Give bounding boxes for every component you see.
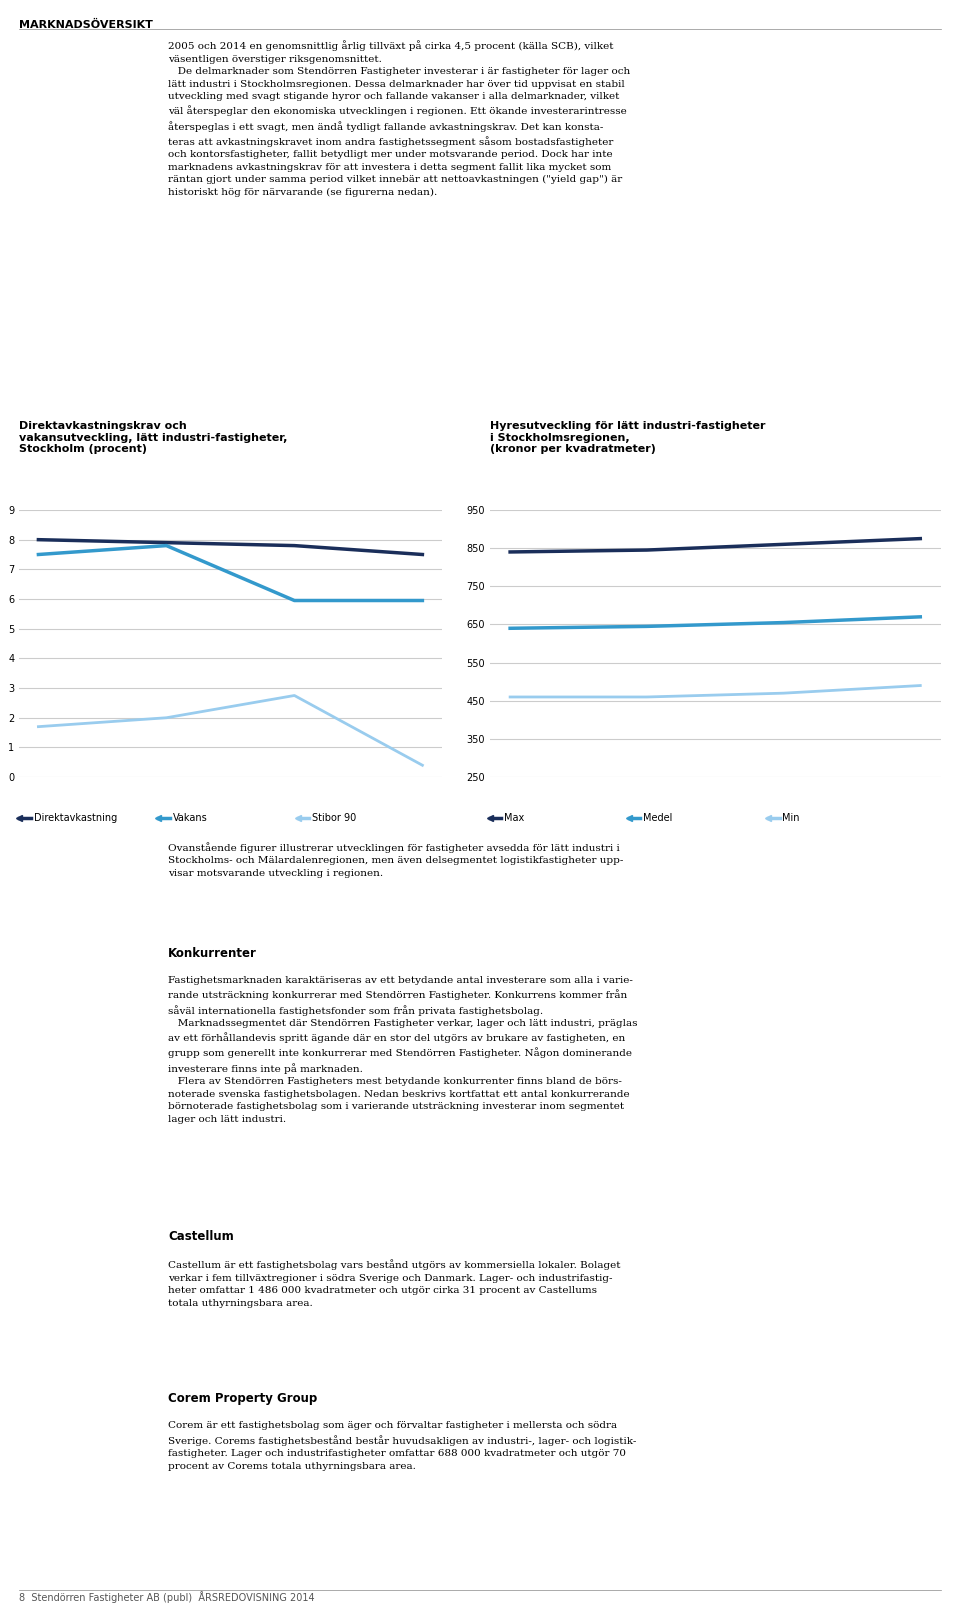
Text: Konkurrenter: Konkurrenter bbox=[168, 947, 257, 960]
Text: Stibor 90: Stibor 90 bbox=[312, 813, 356, 822]
Text: Castellum är ett fastighetsbolag vars bestånd utgörs av kommersiella lokaler. Bo: Castellum är ett fastighetsbolag vars be… bbox=[168, 1260, 620, 1308]
Text: Direktavkastning: Direktavkastning bbox=[34, 813, 117, 822]
Text: Medel: Medel bbox=[643, 813, 673, 822]
Text: Direktavkastningskrav och
vakansutveckling, lätt industri-fastigheter,
Stockholm: Direktavkastningskrav och vakansutveckli… bbox=[19, 421, 288, 455]
Text: Max: Max bbox=[504, 813, 524, 822]
Text: Vakans: Vakans bbox=[173, 813, 207, 822]
Text: 2005 och 2014 en genomsnittlig årlig tillväxt på cirka 4,5 procent (källa SCB), : 2005 och 2014 en genomsnittlig årlig til… bbox=[168, 40, 631, 198]
Text: Corem är ett fastighetsbolag som äger och förvaltar fastigheter i mellersta och : Corem är ett fastighetsbolag som äger oc… bbox=[168, 1421, 636, 1470]
Text: MARKNADSÖVERSIKT: MARKNADSÖVERSIKT bbox=[19, 19, 153, 29]
Text: Hyresutveckling för lätt industri-fastigheter
i Stockholmsregionen,
(kronor per : Hyresutveckling för lätt industri-fastig… bbox=[490, 421, 765, 455]
Text: 8  Stendörren Fastigheter AB (publ)  ÅRSREDOVISNING 2014: 8 Stendörren Fastigheter AB (publ) ÅRSRE… bbox=[19, 1591, 315, 1603]
Text: Castellum: Castellum bbox=[168, 1230, 233, 1243]
Text: Corem Property Group: Corem Property Group bbox=[168, 1392, 317, 1405]
Text: Ovanstående figurer illustrerar utvecklingen för fastigheter avsedda för lätt in: Ovanstående figurer illustrerar utveckli… bbox=[168, 842, 623, 877]
Text: Fastighetsmarknaden karaktäriseras av ett betydande antal investerare som alla i: Fastighetsmarknaden karaktäriseras av et… bbox=[168, 976, 637, 1124]
Text: Min: Min bbox=[782, 813, 800, 822]
